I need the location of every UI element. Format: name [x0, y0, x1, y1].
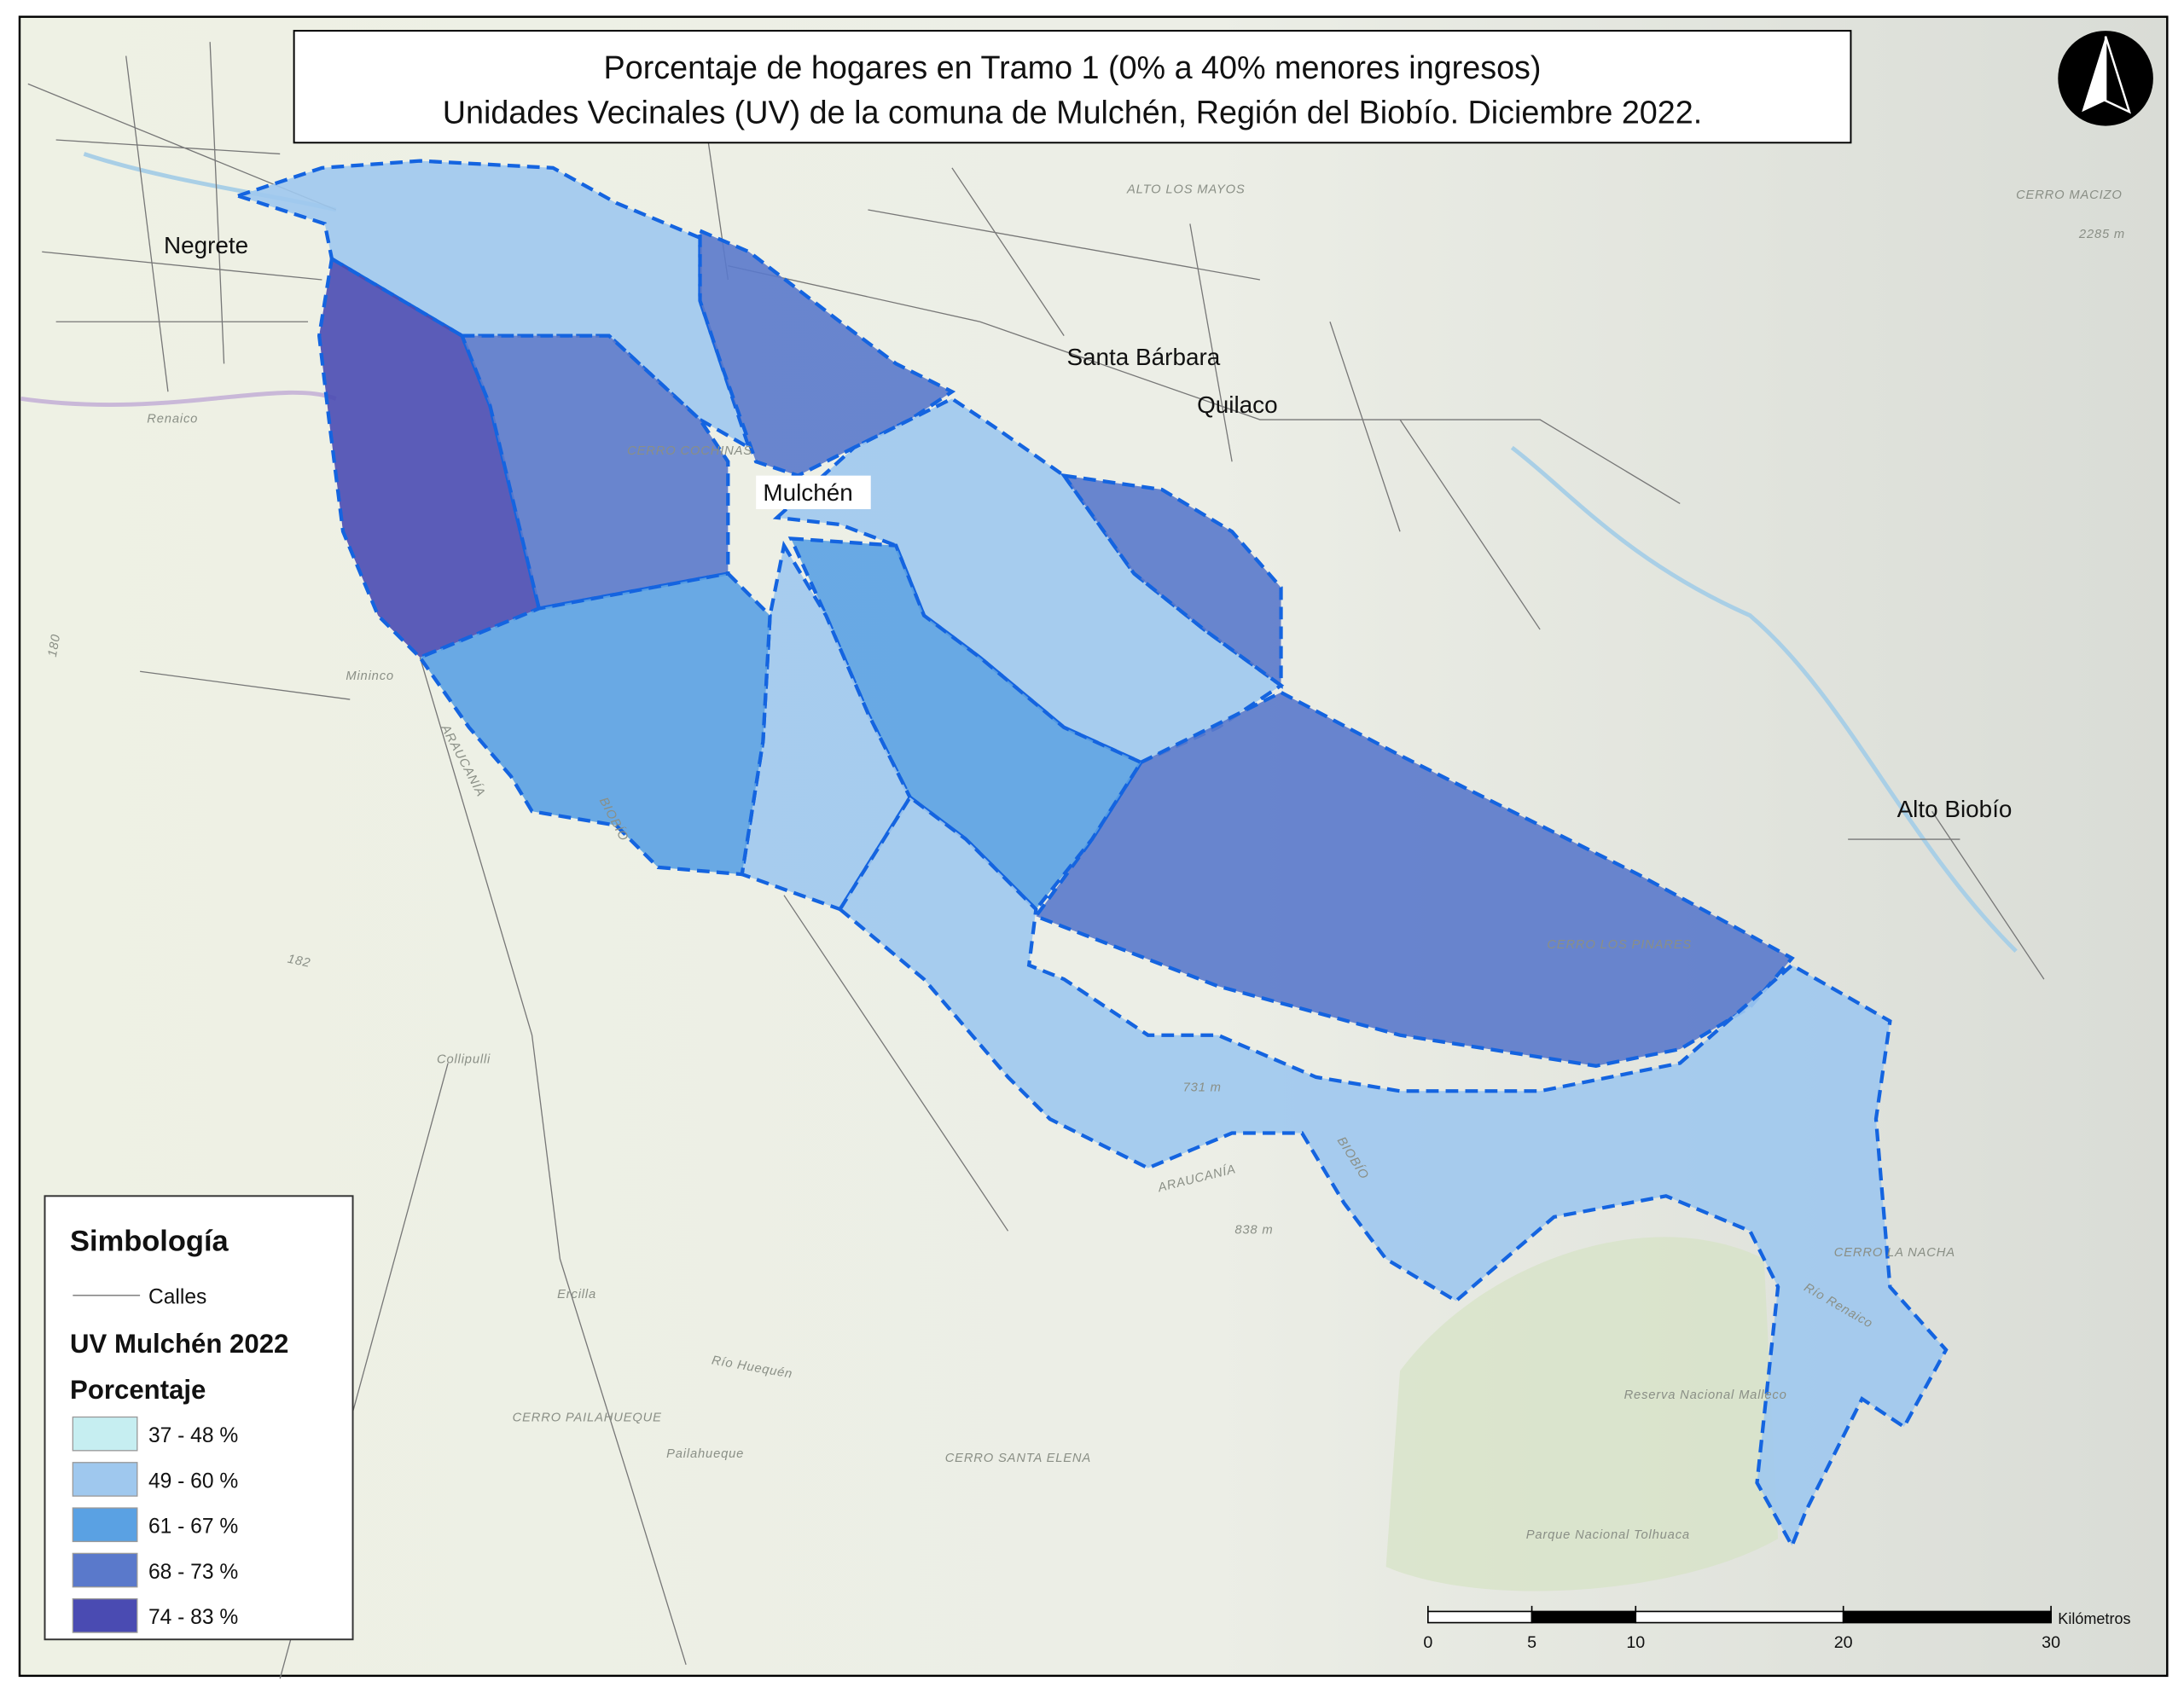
- legend-label: 37 - 48 %: [148, 1424, 238, 1447]
- scale-segment: [1531, 1610, 1637, 1624]
- scale-tick-label: 10: [1626, 1633, 1645, 1652]
- legend-label: Calles: [148, 1286, 206, 1309]
- map-label: CERRO COCHINAS: [627, 444, 752, 458]
- scale-segment: [1427, 1610, 1533, 1624]
- place-label: Mulchén: [763, 479, 852, 506]
- map-label: CERRO MACIZO: [2016, 188, 2123, 202]
- uv-polygon: [459, 333, 730, 611]
- map-label: 731 m: [1183, 1081, 1222, 1094]
- scale-tick-label: 5: [1527, 1633, 1536, 1652]
- map-label: Collipulli: [437, 1053, 491, 1067]
- scale-unit: Kilómetros: [2058, 1610, 2130, 1627]
- legend-swatch: [72, 1416, 138, 1452]
- map-label: CERRO PAILAHUEQUE: [513, 1411, 662, 1424]
- title-box: Porcentaje de hogares en Tramo 1 (0% a 4…: [293, 30, 1852, 144]
- scale-bar: Kilómetros 0 5 10 20 30: [1423, 1605, 2131, 1652]
- legend-swatch: [72, 1598, 138, 1633]
- uv-polygon: [1060, 472, 1283, 689]
- legend-swatch: [72, 1507, 138, 1543]
- legend-label: 74 - 83 %: [148, 1606, 238, 1629]
- map-label: Reserva Nacional Malleco: [1624, 1388, 1787, 1402]
- scale-tick-label: 0: [1423, 1633, 1432, 1652]
- map-label: ALTO LOS MAYOS: [1126, 183, 1246, 196]
- map-label: Mininco: [346, 670, 394, 683]
- legend-title: Simbología: [70, 1225, 229, 1257]
- legend-swatch: [72, 1462, 138, 1497]
- map-label: Pailahueque: [666, 1447, 744, 1461]
- title-line: Porcentaje de hogares en Tramo 1 (0% a 4…: [604, 49, 1542, 85]
- legend-label: 61 - 67 %: [148, 1516, 238, 1539]
- map-label: Ercilla: [557, 1288, 596, 1301]
- uv-polygon: [1032, 690, 1795, 1068]
- map-label: 838 m: [1234, 1224, 1273, 1238]
- scale-segment: [1635, 1610, 1844, 1624]
- place-labels: Negrete Santa Bárbara Quilaco Mulchén Al…: [164, 232, 2012, 822]
- north-arrow: [2058, 31, 2153, 126]
- uv-polygons: [232, 159, 1949, 1551]
- place-label-bg: [756, 475, 871, 510]
- north-arrow-half: [2104, 36, 2132, 114]
- legend: Simbología Calles UV Mulchén 2022 Porcen…: [44, 1195, 354, 1641]
- map-label: CERRO SANTA ELENA: [945, 1452, 1091, 1465]
- scale-tick-label: 20: [1834, 1633, 1853, 1652]
- place-label: Negrete: [164, 232, 248, 258]
- map-label: Renaico: [147, 412, 198, 426]
- title-frame: [293, 30, 1852, 144]
- place-label: Alto Biobío: [1897, 796, 2013, 822]
- map-label: Parque Nacional Tolhuaca: [1526, 1528, 1690, 1542]
- map-label: 182: [287, 953, 312, 971]
- legend-label: 68 - 73 %: [148, 1561, 238, 1584]
- roads: [27, 42, 2045, 1679]
- map-label: CERRO LA NACHA: [1834, 1246, 1955, 1260]
- map-label: CERRO LOS PINARES: [1547, 938, 1692, 952]
- uv-polygon: [837, 794, 1949, 1551]
- map-label: 180: [46, 633, 63, 658]
- legend-label: 49 - 60 %: [148, 1470, 238, 1493]
- map-label: 2285 m: [2078, 228, 2125, 241]
- place-label: Santa Bárbara: [1066, 344, 1220, 370]
- place-label: Quilaco: [1197, 391, 1278, 418]
- legend-swatch: [72, 1552, 138, 1588]
- title-line: Unidades Vecinales (UV) de la comuna de …: [443, 94, 1702, 130]
- legend-heading: UV Mulchén 2022: [70, 1329, 288, 1359]
- north-arrow-half: [2082, 36, 2106, 113]
- scale-tick-label: 30: [2042, 1633, 2060, 1652]
- legend-heading: Porcentaje: [70, 1375, 206, 1405]
- uv-polygon: [417, 571, 772, 877]
- region-border: [20, 390, 337, 407]
- protected-area: [1385, 1237, 1779, 1591]
- scale-segment: [1842, 1610, 2052, 1624]
